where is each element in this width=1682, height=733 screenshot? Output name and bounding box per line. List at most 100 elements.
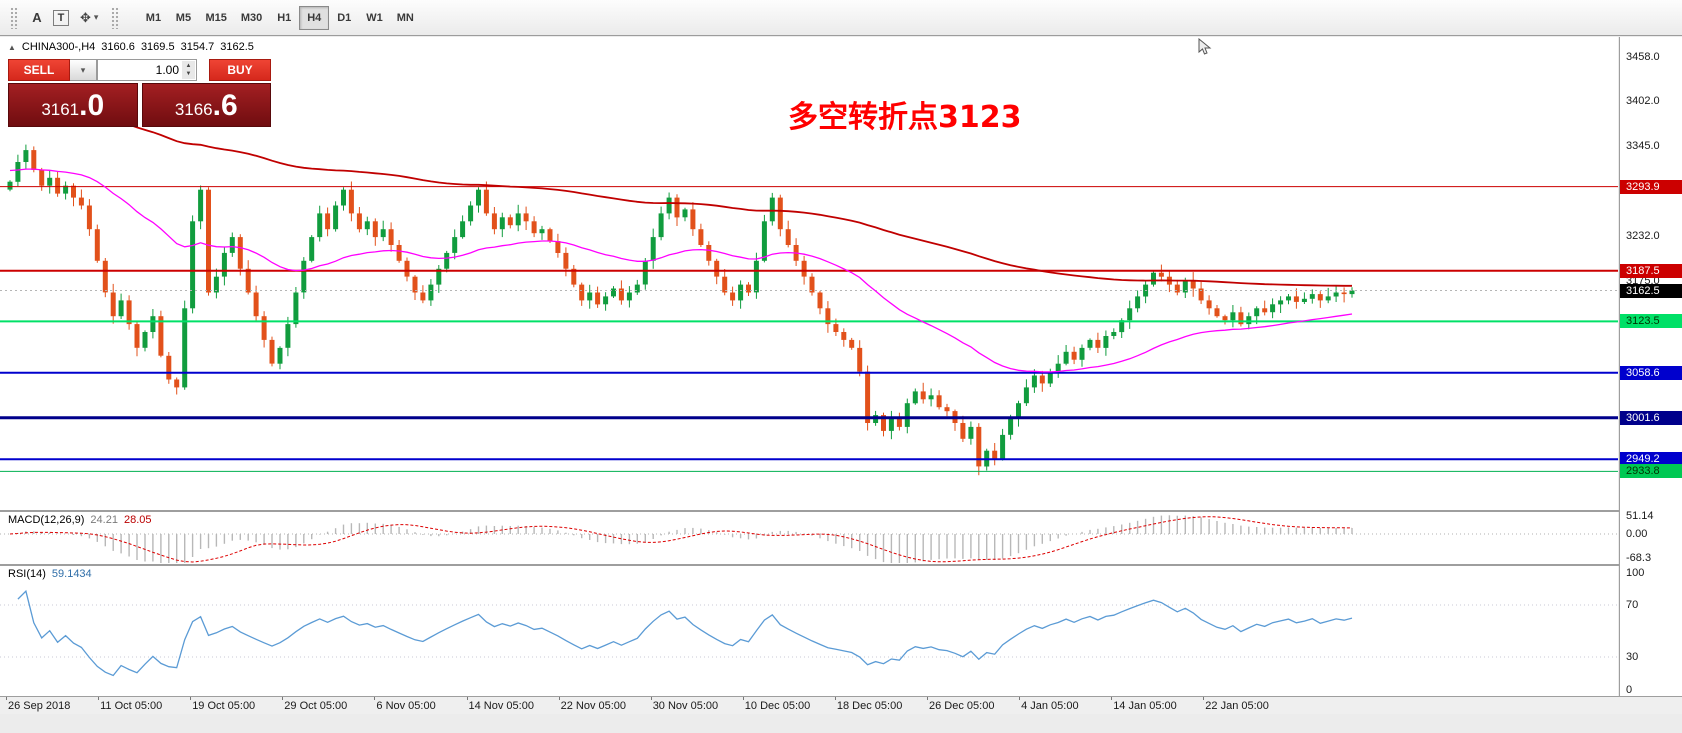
y-axis-tick: 3402.0 — [1626, 95, 1660, 108]
x-axis-tick — [742, 697, 744, 700]
timeframe-m30-button[interactable]: M30 — [234, 6, 269, 30]
chart-info-line: ▲ CHINA300-,H4 3160.6 3169.5 3154.7 3162… — [8, 41, 254, 53]
timeframe-d1-button[interactable]: D1 — [329, 6, 359, 30]
timeframe-m15-button[interactable]: M15 — [198, 6, 233, 30]
buy-button[interactable]: BUY — [209, 59, 271, 81]
symbol-period-label: CHINA300-,H4 — [21, 41, 96, 53]
x-axis-label: 4 Jan 05:00 — [1021, 700, 1079, 712]
bid-price-big: .0 — [79, 89, 105, 122]
current-price-label: 3162.5 — [1620, 283, 1682, 298]
x-axis-label: 14 Jan 05:00 — [1113, 700, 1177, 712]
chevron-down-icon: ▾ — [80, 64, 86, 75]
sell-price-display[interactable]: 3161 .0 — [8, 83, 138, 127]
timeframe-toolbar: M1 M5 M15 M30 H1 H4 D1 W1 MN — [138, 5, 421, 30]
panel-splitter[interactable] — [0, 510, 1682, 512]
ohlc-high: 3169.5 — [140, 41, 175, 53]
price-axis[interactable]: 3458.03402.03345.03289.03232.03175.03293… — [1619, 37, 1682, 696]
rsi-value: 59.1434 — [51, 568, 92, 580]
price-line-label: 2949.2 — [1620, 452, 1682, 467]
panel-splitter[interactable] — [0, 564, 1682, 566]
price-line-label: 2933.8 — [1620, 464, 1682, 479]
x-axis-tick — [558, 697, 560, 700]
macd-name: MACD(12,26,9) — [8, 514, 85, 526]
collapse-triangle-icon[interactable]: ▲ — [8, 42, 16, 52]
x-axis-tick — [650, 697, 652, 700]
font-tool-button[interactable]: A — [25, 6, 49, 30]
timeframe-h1-button[interactable]: H1 — [269, 6, 299, 30]
crosshair-move-icon: ✥ — [80, 9, 91, 25]
cursor-tool-button[interactable]: ✥ ▾ — [73, 6, 105, 30]
x-axis-label: 26 Sep 2018 — [8, 700, 71, 712]
x-axis-label: 11 Oct 05:00 — [100, 700, 163, 712]
macd-main-value: 24.21 — [90, 514, 118, 526]
macd-plot[interactable] — [0, 512, 1618, 564]
x-axis-tick — [1019, 697, 1021, 700]
rsi-panel[interactable]: RSI(14) 59.1434 — [0, 566, 1618, 696]
macd-panel[interactable]: MACD(12,26,9) 24.21 28.05 — [0, 512, 1618, 564]
ohlc-low: 3154.7 — [180, 41, 215, 53]
x-axis-label: 26 Dec 05:00 — [929, 700, 995, 712]
volume-spinner[interactable]: ▲ ▼ — [182, 61, 195, 79]
x-axis-tick — [282, 697, 284, 700]
buy-price-display[interactable]: 3166 .6 — [141, 83, 271, 127]
spinner-up-icon[interactable]: ▲ — [185, 63, 192, 69]
toolbar-grip — [111, 6, 121, 29]
price-line-label: 3187.5 — [1620, 263, 1682, 278]
sell-button[interactable]: SELL — [8, 59, 70, 81]
toolbar: A T ✥ ▾ M1 M5 M15 M30 H1 H4 D1 W1 MN — [0, 0, 1682, 36]
timeframe-mn-button[interactable]: MN — [390, 6, 421, 30]
timeframe-h4-button[interactable]: H4 — [299, 5, 330, 30]
horizontal-lines-layer — [0, 186, 1618, 472]
toolbar-grip — [10, 6, 19, 29]
x-axis-tick — [6, 697, 7, 700]
x-axis-label: 30 Nov 05:00 — [652, 700, 719, 712]
price-line-label: 3123.5 — [1620, 314, 1682, 329]
text-tool-button[interactable]: T — [49, 6, 73, 30]
candles-layer — [7, 144, 1355, 476]
x-axis-tick — [466, 697, 468, 700]
main-chart-panel[interactable]: ▲ CHINA300-,H4 3160.6 3169.5 3154.7 3162… — [0, 37, 1618, 510]
one-click-trade-panel: SELL ▾ ▲ ▼ BUY 3161 .0 — [8, 59, 271, 127]
macd-axis-label: -68.3 — [1626, 552, 1652, 564]
x-axis-label: 6 Nov 05:00 — [376, 700, 436, 712]
y-axis-tick: 3345.0 — [1626, 140, 1660, 153]
x-axis-label: 29 Oct 05:00 — [284, 700, 348, 712]
rsi-plot[interactable] — [0, 566, 1618, 696]
volume-preset-dropdown[interactable]: ▾ — [70, 59, 97, 81]
x-axis-tick — [1203, 697, 1205, 700]
rsi-name: RSI(14) — [8, 568, 46, 580]
candlestick-plot[interactable] — [0, 37, 1618, 510]
time-axis[interactable]: 26 Sep 2018 11 Oct 05:00 19 Oct 05:00 29 Oc… — [0, 696, 1682, 714]
macd-signal-value: 28.05 — [123, 514, 152, 526]
price-line-label: 3058.6 — [1620, 365, 1682, 380]
volume-input[interactable] — [98, 60, 196, 80]
bid-price-small: 3161 — [41, 100, 80, 119]
x-axis-tick — [1111, 697, 1113, 700]
x-axis-label: 22 Jan 05:00 — [1205, 700, 1269, 712]
x-axis-label: 19 Oct 05:00 — [192, 700, 256, 712]
ask-price-big: .6 — [212, 89, 238, 122]
timeframe-w1-button[interactable]: W1 — [359, 6, 390, 30]
timeframe-m5-button[interactable]: M5 — [168, 6, 198, 30]
macd-label: MACD(12,26,9) 24.21 28.05 — [8, 514, 151, 526]
ohlc-close: 3162.5 — [220, 41, 254, 53]
ohlc-open: 3160.6 — [101, 41, 135, 53]
x-axis-label: 18 Dec 05:00 — [836, 700, 903, 712]
chevron-down-icon: ▾ — [93, 12, 99, 22]
timeframe-m1-button[interactable]: M1 — [138, 6, 168, 30]
x-axis-label: 14 Nov 05:00 — [468, 700, 534, 712]
rsi-axis-label: 100 — [1626, 567, 1645, 579]
rsi-axis-label: 0 — [1626, 684, 1633, 696]
x-axis-tick — [374, 697, 376, 700]
volume-field-wrap: ▲ ▼ — [97, 59, 197, 81]
x-axis-tick — [834, 697, 836, 700]
x-axis-tick — [98, 697, 100, 700]
moving-averages-layer — [9, 102, 1353, 373]
y-axis-tick: 3232.0 — [1626, 229, 1660, 242]
price-line-label: 3001.6 — [1620, 410, 1682, 425]
ask-price-small: 3166 — [174, 100, 213, 119]
rsi-label: RSI(14) 59.1434 — [8, 568, 92, 580]
mouse-cursor — [1198, 38, 1212, 55]
spinner-down-icon[interactable]: ▼ — [185, 71, 192, 77]
